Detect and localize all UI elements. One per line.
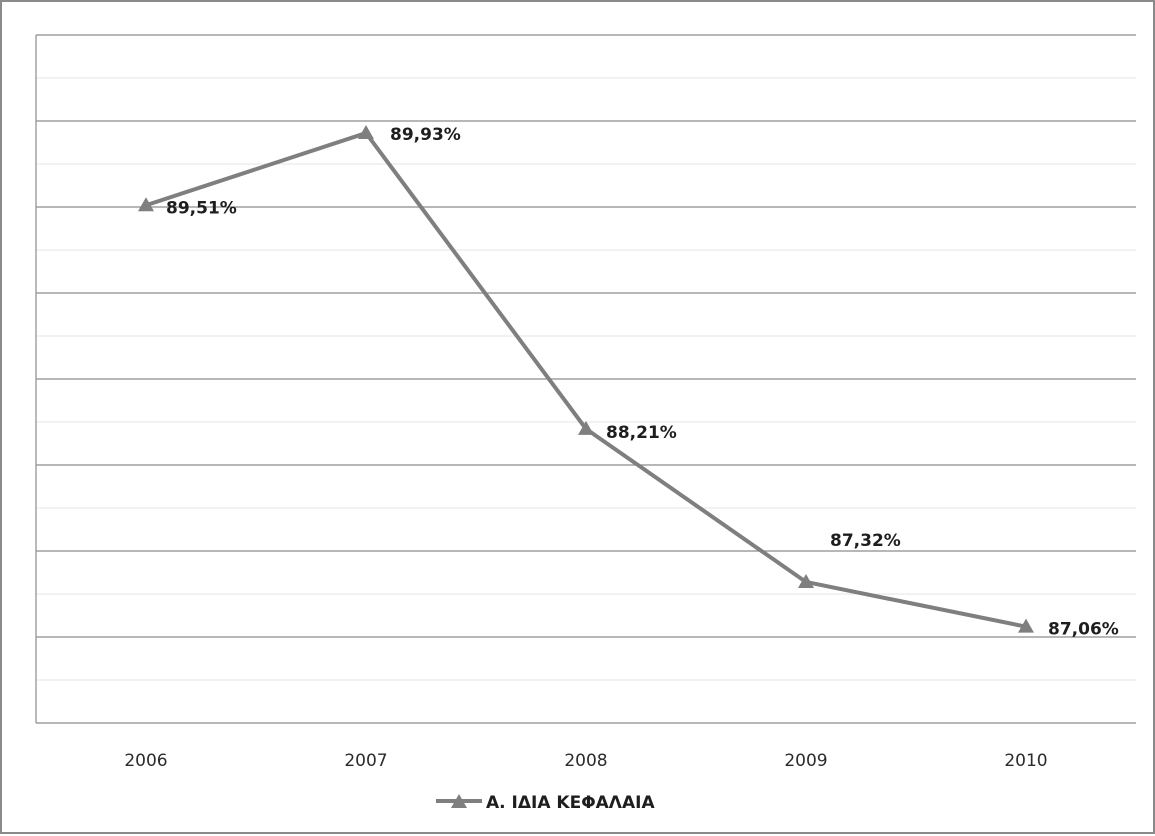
data-point-marker bbox=[138, 197, 154, 212]
x-tick-label: 2010 bbox=[1004, 751, 1047, 771]
x-axis-tick-labels: 2006 2007 2008 2009 2010 bbox=[124, 751, 1047, 771]
data-label: 89,51% bbox=[166, 198, 237, 218]
data-label: 88,21% bbox=[606, 423, 677, 443]
legend-marker bbox=[451, 794, 467, 808]
series-layer bbox=[138, 125, 1034, 633]
data-point-marker bbox=[1018, 618, 1034, 633]
data-point-marker bbox=[358, 125, 374, 140]
axes bbox=[35, 35, 1136, 724]
x-tick-label: 2009 bbox=[784, 751, 827, 771]
data-label: 89,93% bbox=[390, 125, 461, 145]
gridlines bbox=[36, 34, 1136, 681]
data-point-marker bbox=[798, 573, 814, 588]
x-tick-label: 2008 bbox=[564, 751, 607, 771]
legend-label: Α. ΙΔΙΑ ΚΕΦΑΛΑΙΑ bbox=[486, 793, 655, 813]
data-label: 87,32% bbox=[830, 531, 901, 551]
data-point-marker bbox=[578, 420, 594, 435]
data-label: 87,06% bbox=[1048, 620, 1119, 640]
data-labels: 89,51% 89,93% 88,21% 87,32% 87,06% bbox=[166, 125, 1119, 640]
legend: Α. ΙΔΙΑ ΚΕΦΑΛΑΙΑ bbox=[436, 793, 655, 813]
x-tick-label: 2006 bbox=[124, 751, 167, 771]
x-tick-label: 2007 bbox=[344, 751, 387, 771]
